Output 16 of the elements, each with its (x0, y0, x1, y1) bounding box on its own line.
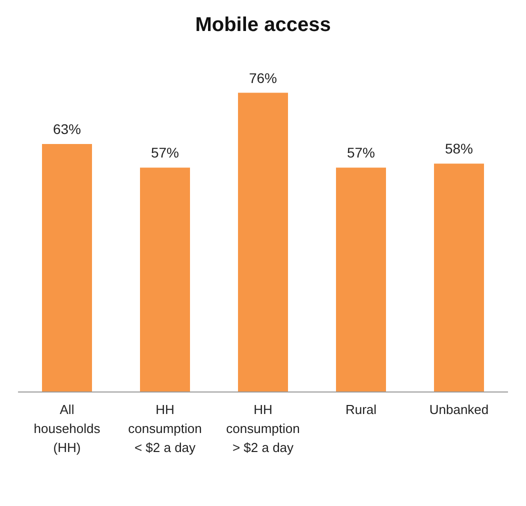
bar (140, 168, 190, 392)
bar (434, 164, 484, 392)
x-tick-label: Unbanked (429, 402, 489, 417)
bar (336, 168, 386, 392)
x-tick-label: Rural (345, 402, 377, 417)
data-label: 58% (444, 140, 474, 157)
bar (238, 92, 288, 392)
chart-title: Mobile access (194, 14, 332, 37)
bar (42, 144, 92, 392)
x-tick-label: All households (HH) (34, 402, 101, 455)
data-label: 63% (52, 120, 82, 137)
x-tick-label: HH consumption < $2 a day (128, 402, 202, 455)
data-label: 57% (346, 144, 376, 161)
data-label: 76% (248, 70, 278, 86)
x-tick-label: HH consumption > $2 a day (226, 402, 300, 455)
data-label: 57% (150, 144, 180, 161)
